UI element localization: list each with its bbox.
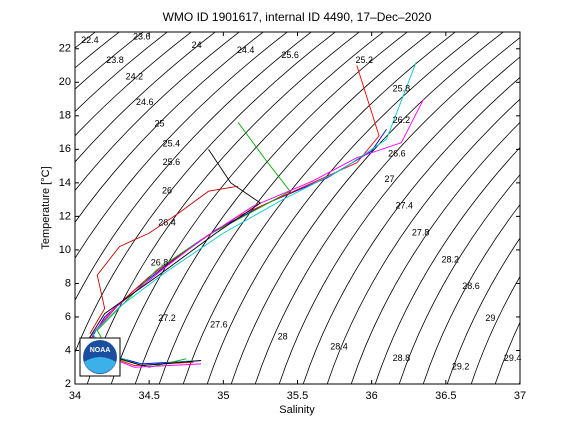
- contour-label: 27.2: [158, 313, 176, 323]
- isopycnal: [446, 237, 520, 384]
- isopycnal: [540, 0, 576, 394]
- y-tick-label: 18: [59, 110, 71, 122]
- contour-label: 29.2: [452, 362, 470, 372]
- isopycnal: [518, 380, 520, 384]
- isopycnal: [75, 32, 288, 260]
- isopycnal: [302, 76, 520, 384]
- contour-label: 24.4: [237, 45, 255, 55]
- isopycnal: [75, 32, 168, 113]
- isopycnal: [158, 32, 432, 384]
- contour-label: 25: [155, 119, 165, 129]
- isopycnal: [374, 146, 520, 384]
- contour-label: 26.2: [393, 115, 411, 125]
- x-tick-label: 37: [514, 390, 526, 402]
- logo-wave: [84, 357, 116, 374]
- y-tick-label: 22: [59, 43, 71, 55]
- isopycnal: [134, 32, 408, 384]
- isopycnal: [398, 174, 520, 384]
- isopycnal: [470, 275, 520, 384]
- x-tick-label: 34.5: [138, 390, 159, 402]
- contour-label: 25.6: [163, 157, 181, 167]
- contour-label: 28.6: [462, 281, 480, 291]
- contour-label: 26.4: [158, 217, 176, 227]
- x-tick-label: 35: [217, 390, 229, 402]
- isopycnal: [75, 32, 96, 49]
- isopycnal: [75, 32, 192, 137]
- y-tick-label: 16: [59, 143, 71, 155]
- isopycnal: [350, 121, 520, 384]
- contour-label: 23.8: [106, 55, 124, 65]
- isopycnal: [75, 32, 216, 163]
- contour-label: 28: [278, 331, 288, 341]
- x-axis-label: Salinity: [279, 404, 315, 416]
- y-tick-label: 8: [65, 277, 71, 289]
- profile-line: [89, 149, 262, 367]
- y-tick-label: 2: [65, 378, 71, 390]
- isopycnal: [0, 0, 6, 394]
- isopycnal: [110, 32, 384, 384]
- x-tick-label: 36: [366, 390, 378, 402]
- chart-title: WMO ID 1901617, internal ID 4490, 17–Dec…: [163, 10, 432, 24]
- y-tick-label: 6: [65, 311, 71, 323]
- isopycnal: [206, 32, 480, 384]
- contour-label: 27.6: [210, 320, 228, 330]
- logo-text: NOAA: [90, 347, 111, 354]
- isopycnals: [0, 0, 576, 394]
- y-tick-label: 20: [59, 76, 71, 88]
- y-axis-label: Temperature [°C]: [40, 166, 52, 249]
- contour-label: 24.2: [126, 72, 144, 82]
- contour-label: 27.4: [396, 201, 414, 211]
- isopycnal: [422, 204, 520, 384]
- x-tick-label: 35.5: [287, 390, 308, 402]
- contour-label: 28.4: [330, 341, 348, 351]
- contour-label: 26.6: [388, 149, 406, 159]
- contour-label: 26: [162, 186, 172, 196]
- x-tick-label: 36.5: [435, 390, 456, 402]
- contour-label: 22.4: [81, 35, 99, 45]
- isopycnal: [75, 32, 336, 354]
- isopycnal: [494, 321, 520, 384]
- contour-label: 25.8: [393, 83, 411, 93]
- contour-label: 23.6: [133, 31, 151, 41]
- isopycnal: [230, 32, 504, 384]
- profile-line: [89, 185, 239, 334]
- contour-label: 26.8: [151, 258, 169, 268]
- y-tick-label: 12: [59, 210, 71, 222]
- isopycnal: [182, 32, 456, 384]
- y-tick-label: 14: [59, 177, 71, 189]
- contour-label: 24.6: [136, 97, 154, 107]
- isopycnal: [75, 32, 240, 192]
- contour-label: 25.2: [355, 55, 373, 65]
- annotations: 22.4 23.6 23.8 24 24.2 24.4 24.6 25 25.4 25.6 26 26…: [81, 31, 521, 371]
- x-tick-label: 34: [69, 390, 81, 402]
- isopycnal: [86, 32, 360, 384]
- contour-label: 25.6: [281, 50, 299, 60]
- contour-label: 24: [192, 40, 202, 50]
- contour-label: 27.8: [412, 228, 430, 238]
- logo: NOAA: [79, 337, 121, 377]
- isopycnal: [75, 32, 120, 69]
- y-tick-label: 10: [59, 244, 71, 256]
- isopycnal: [75, 32, 144, 90]
- isopycnal: [278, 56, 520, 384]
- contour-label: 25.4: [163, 139, 181, 149]
- isopycnal: [254, 37, 520, 384]
- contour-label: 28.8: [393, 353, 411, 363]
- isopycnal: [326, 98, 520, 384]
- isopycnal: [75, 32, 312, 302]
- isopycnal: [75, 32, 264, 224]
- isopycnal: [0, 0, 30, 394]
- contour-label: 29.4: [504, 353, 522, 363]
- contour-label: 29: [485, 313, 495, 323]
- contour-label: 28.2: [442, 254, 460, 264]
- plot-area: [75, 32, 520, 384]
- y-tick-label: 4: [65, 344, 71, 356]
- contour-label: 27: [384, 174, 394, 184]
